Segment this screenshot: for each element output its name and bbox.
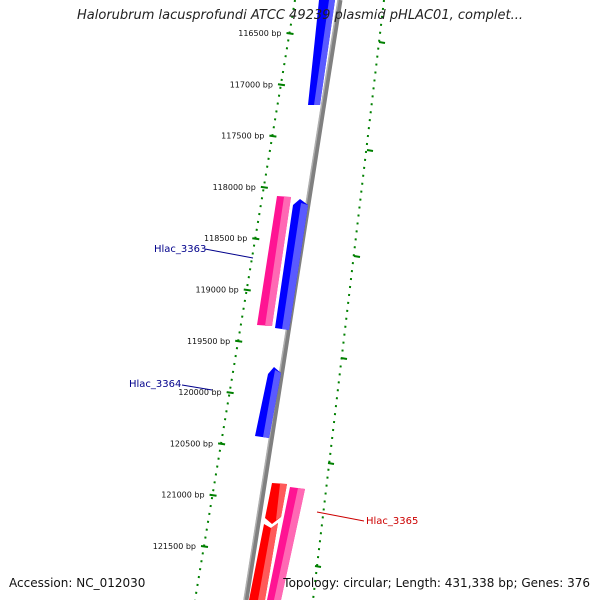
gene-label-leaders: [181, 248, 365, 522]
position-tick-mark: [260, 185, 268, 189]
position-tick-mark: [209, 493, 217, 497]
position-tick-mark: [200, 545, 209, 548]
gene-reverse-2-highlight: [258, 523, 278, 600]
inner-track: [194, 0, 296, 600]
position-tick-label: 118500 bp: [204, 234, 247, 243]
position-tick-label: 120500 bp: [170, 439, 213, 448]
position-tick-mark: [277, 83, 286, 87]
position-tick-mark: [269, 134, 277, 138]
position-tick-label: 116500 bp: [238, 29, 281, 38]
position-tick-label: 117500 bp: [221, 132, 264, 141]
gene-label-hlac-3363[interactable]: Hlac_3363: [154, 244, 206, 255]
position-tick-mark: [252, 237, 260, 241]
position-tick-mark: [243, 288, 251, 292]
gene-pink-1-highlight: [265, 197, 291, 326]
gene-pink-2-highlight: [274, 488, 305, 600]
position-tick-label: 120000 bp: [178, 388, 221, 397]
position-tick-mark: [226, 391, 234, 395]
gene-forward-2-highlight: [282, 203, 308, 330]
map-title: Halorubrum lacusprofundi ATCC 49239 plas…: [77, 8, 523, 23]
accession-text: Accession: NC_012030: [9, 576, 146, 590]
outer-track-ticks: [314, 41, 386, 568]
position-ticks: 116500 bp 117000 bp 117500 bp 118000 bp 1185…: [153, 29, 294, 551]
gene-reverse-1-highlight: [276, 484, 287, 520]
position-tick-label: 121000 bp: [161, 491, 204, 500]
position-tick-mark: [217, 442, 226, 446]
gene-forward-3-highlight: [263, 370, 281, 438]
position-tick-label: 117000 bp: [230, 80, 273, 89]
position-tick-label: 121500 bp: [153, 542, 196, 551]
position-tick-label: 119500 bp: [187, 337, 230, 346]
gene-forward-1-highlight: [314, 0, 335, 105]
gene-features: [249, 0, 335, 600]
gene-label-hlac-3364[interactable]: Hlac_3364: [129, 379, 181, 390]
position-tick-mark: [286, 32, 294, 35]
gene-label-hlac-3365[interactable]: Hlac_3365: [366, 516, 418, 527]
position-tick-mark: [235, 339, 243, 343]
position-tick-label: 118000 bp: [213, 183, 256, 192]
genome-summary-text: Topology: circular; Length: 431,338 bp; …: [283, 576, 590, 590]
position-tick-label: 119000 bp: [196, 286, 239, 295]
gene-labels: Hlac_3363 Hlac_3364 Hlac_3365: [129, 244, 418, 527]
